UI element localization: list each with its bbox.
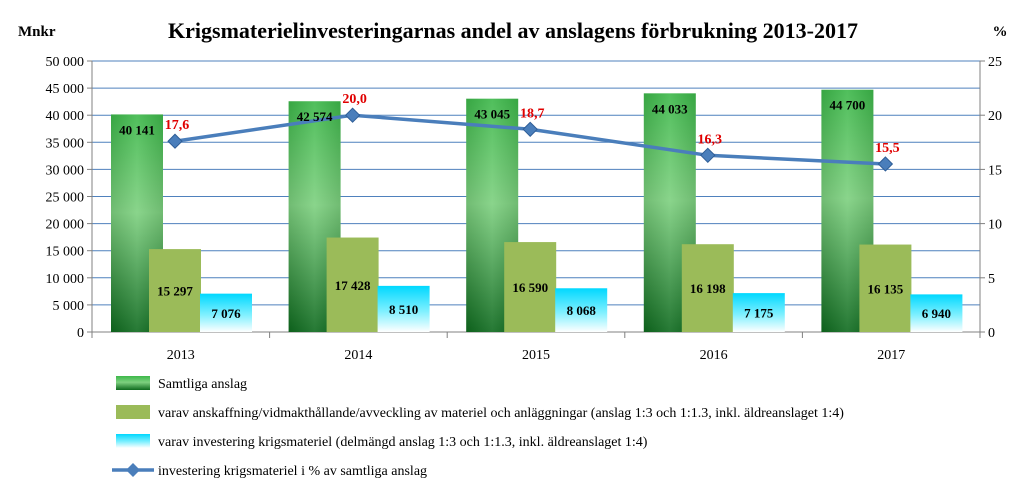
bar-war-materiel (910, 294, 963, 332)
percent-point (167, 133, 183, 149)
y-right-tick-label: 15 (988, 163, 1002, 178)
bar-total-label: 40 141 (119, 122, 155, 137)
bar-procurement (149, 249, 201, 332)
percent-label: 15,5 (875, 141, 900, 156)
bar-war-materiel (377, 285, 430, 332)
y-right-tick-label: 0 (988, 326, 995, 341)
y-left-tick-label: 0 (77, 326, 84, 341)
percent-label: 16,3 (698, 132, 723, 147)
legend: Samtliga anslag varav anskaffning/vidmakt… (112, 376, 844, 479)
percent-label: 20,0 (342, 92, 367, 107)
legend-label: varav investering krigsmateriel (delmäng… (158, 435, 648, 450)
percent-line (167, 107, 894, 172)
legend-swatch (116, 376, 150, 390)
y-left-tick-label: 45 000 (46, 82, 85, 97)
bar-war-materiel-label: 8 510 (389, 302, 418, 317)
x-tick-label: 2017 (877, 348, 905, 363)
legend-label: Samtliga anslag (158, 377, 247, 392)
y-left-tick-label: 50 000 (46, 55, 85, 70)
y-left-tick-label: 15 000 (46, 245, 85, 260)
legend-swatch (116, 434, 150, 448)
data-labels: 40 141 42 574 43 045 44 033 44 700 15 297 17 4… (119, 92, 951, 321)
y-left-tick-label: 10 000 (46, 272, 85, 287)
grid (92, 60, 980, 306)
bar-war-materiel-label: 7 175 (744, 306, 774, 321)
bar-total-label: 44 700 (830, 98, 866, 113)
bar-war-materiel-label: 7 076 (211, 306, 241, 321)
legend-marker (126, 463, 140, 477)
bar-procurement-label: 16 198 (690, 281, 726, 296)
percent-label: 17,6 (165, 118, 190, 133)
percent-point (344, 107, 361, 123)
y-axis-right-unit: % (993, 24, 1008, 40)
bar-procurement (859, 244, 912, 332)
bars (111, 89, 963, 332)
y-left-tick-label: 25 000 (46, 191, 85, 206)
y-left-tick-label: 5 000 (53, 299, 85, 314)
y-right-tick-label: 25 (988, 55, 1002, 70)
bar-procurement-label: 17 428 (335, 278, 371, 293)
y-right-tick-label: 20 (988, 109, 1002, 124)
bar-war-materiel (555, 288, 608, 332)
bar-total-label: 43 045 (474, 107, 510, 122)
bar-war-materiel (732, 293, 785, 332)
legend-label: varav anskaffning/vidmakthållande/avveck… (158, 406, 844, 421)
legend-swatch (116, 405, 150, 419)
bar-procurement-label: 15 297 (157, 284, 193, 299)
y-left-tick-label: 30 000 (46, 163, 85, 178)
y-right-tick-label: 5 (988, 272, 995, 287)
bar-procurement-label: 16 590 (512, 280, 548, 295)
bar-procurement (681, 244, 734, 332)
legend-label: investering krigsmateriel i % av samtlig… (158, 464, 427, 479)
y-left-tick-label: 35 000 (46, 136, 85, 151)
x-tick-label: 2015 (522, 348, 550, 363)
y-left-tick-label: 20 000 (46, 218, 85, 233)
bar-war-materiel-label: 8 068 (567, 303, 597, 318)
percent-point (877, 156, 894, 172)
x-tick-label: 2013 (167, 348, 195, 363)
bar-procurement-label: 16 135 (868, 281, 904, 296)
bar-war-materiel-label: 6 940 (922, 306, 951, 321)
y-right-tick-label: 10 (988, 218, 1002, 233)
bar-total-label: 44 033 (652, 101, 688, 116)
bar-war-materiel (200, 293, 252, 332)
chart-title: Krigsmaterielinvesteringarnas andel av a… (168, 18, 858, 43)
percent-point (522, 121, 538, 137)
x-tick-label: 2016 (700, 348, 728, 363)
percent-point (700, 147, 716, 164)
x-tick-label: 2014 (344, 348, 372, 363)
bar-total-label: 42 574 (297, 109, 333, 124)
y-left-tick-label: 40 000 (46, 109, 85, 124)
bar-procurement (504, 242, 557, 332)
bar-procurement (326, 237, 379, 332)
y-axis-left-unit: Mnkr (18, 24, 56, 40)
percent-label: 18,7 (520, 106, 545, 121)
axes: 0 5 000 10 000 15 000 20 000 25 000 30 000 35 0… (46, 55, 1003, 363)
